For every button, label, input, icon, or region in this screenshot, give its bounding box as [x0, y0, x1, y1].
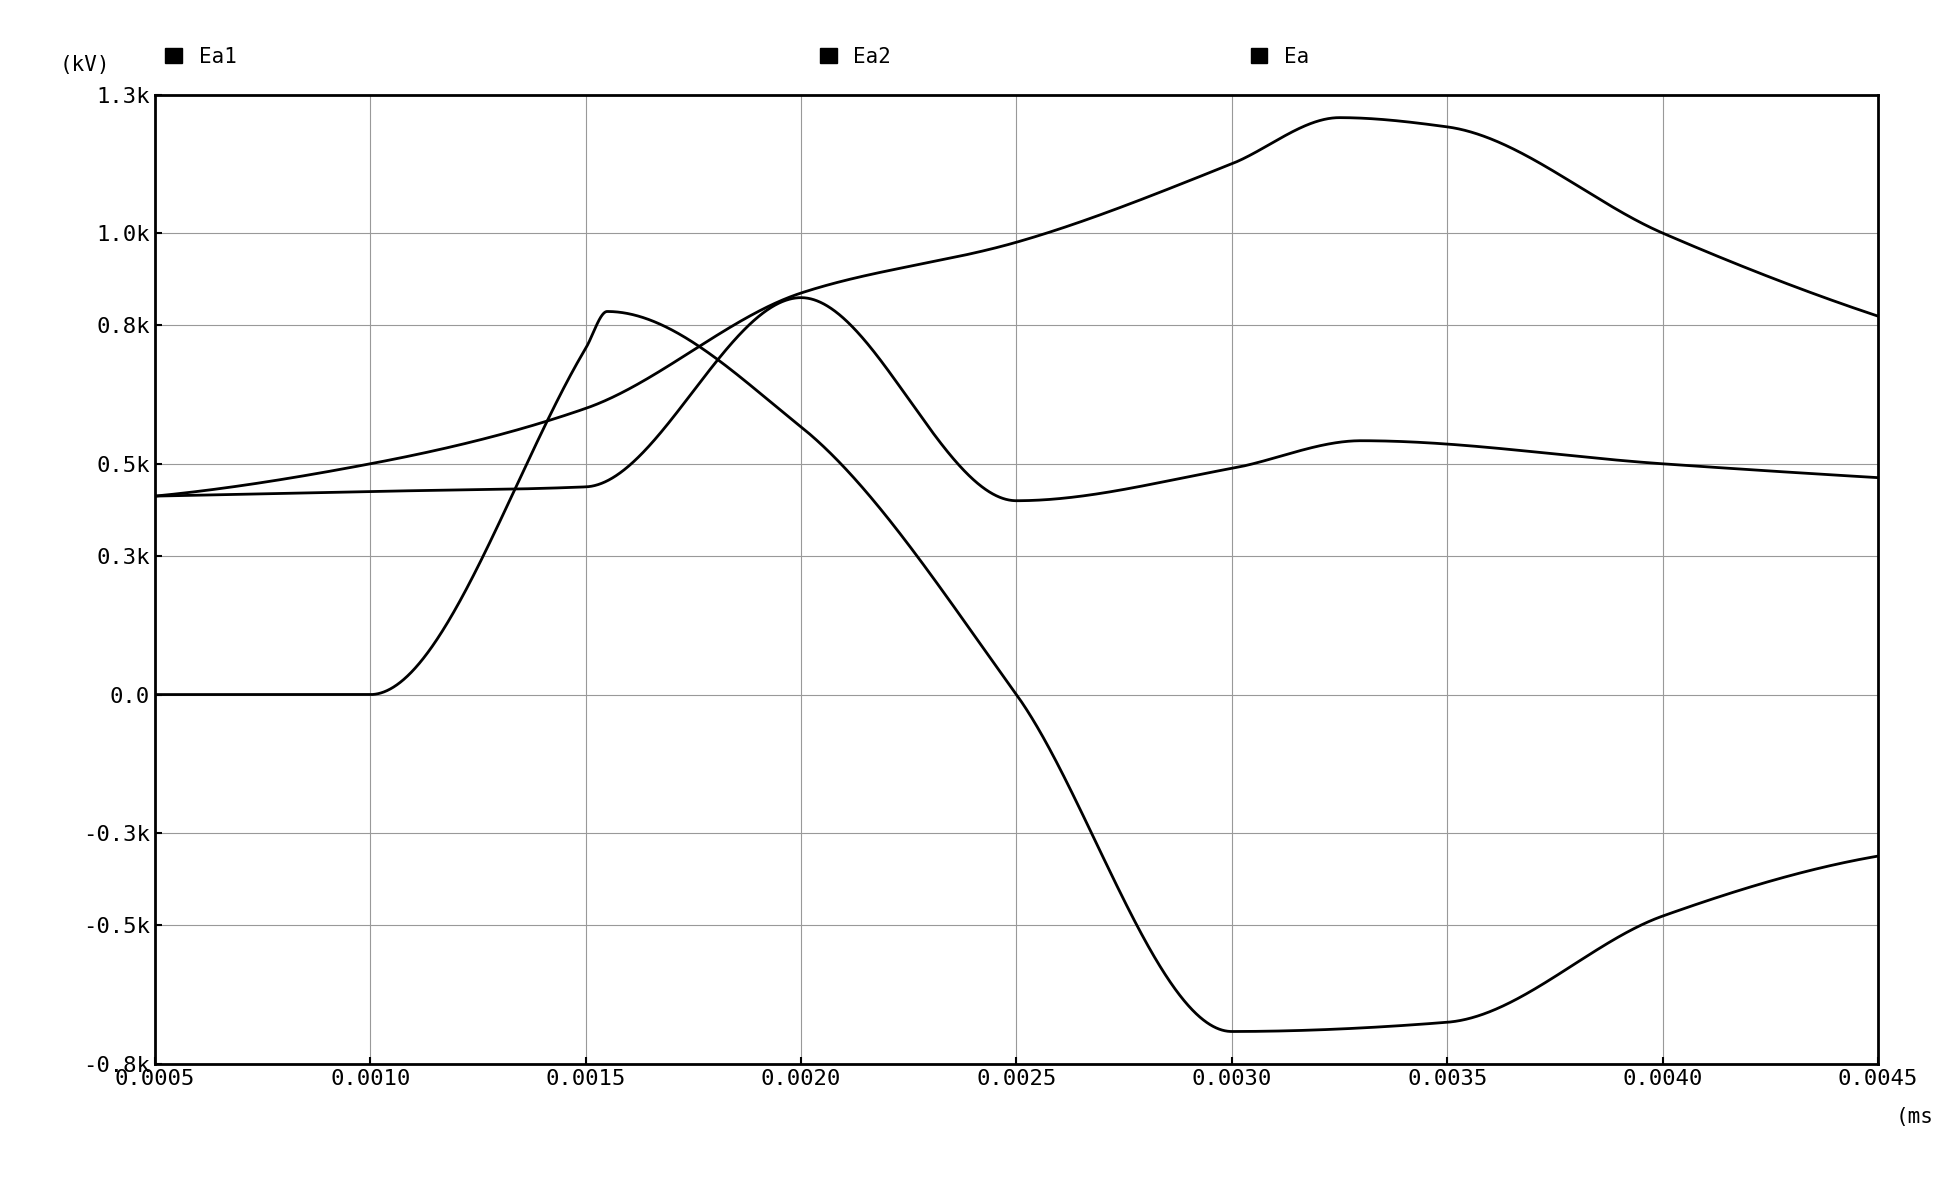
Legend: Ea: Ea	[1251, 47, 1309, 67]
Text: (kV): (kV)	[60, 56, 110, 76]
Text: (ms): (ms)	[1895, 1108, 1936, 1128]
